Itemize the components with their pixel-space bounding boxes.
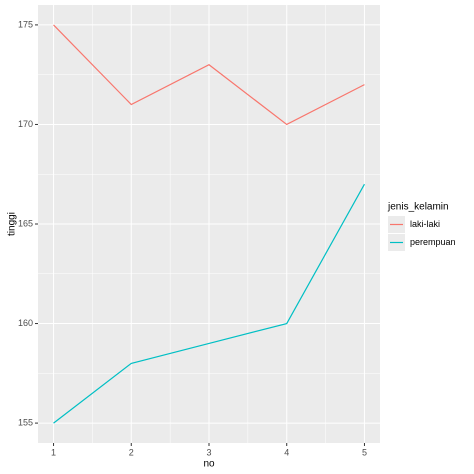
y-tick-label: 160: [18, 318, 33, 328]
legend-title: jenis_kelamin: [387, 202, 449, 213]
x-tick-label: 2: [129, 447, 134, 457]
y-tick-label: 155: [18, 417, 33, 427]
series-line: [53, 183, 365, 424]
x-tick-label: 5: [362, 447, 367, 457]
series-line: [53, 24, 365, 126]
x-axis-label: no: [203, 459, 215, 470]
y-tick-label: 170: [18, 119, 33, 129]
x-tick-label: 4: [284, 447, 289, 457]
x-tick-label: 3: [206, 447, 211, 457]
y-tick-label: 165: [18, 218, 33, 228]
y-axis-label: tinggi: [7, 212, 18, 236]
x-tick-label: 1: [51, 447, 56, 457]
legend-label: laki-laki: [410, 219, 440, 229]
legend-label: perempuan: [410, 237, 456, 247]
y-tick-label: 175: [18, 19, 33, 29]
